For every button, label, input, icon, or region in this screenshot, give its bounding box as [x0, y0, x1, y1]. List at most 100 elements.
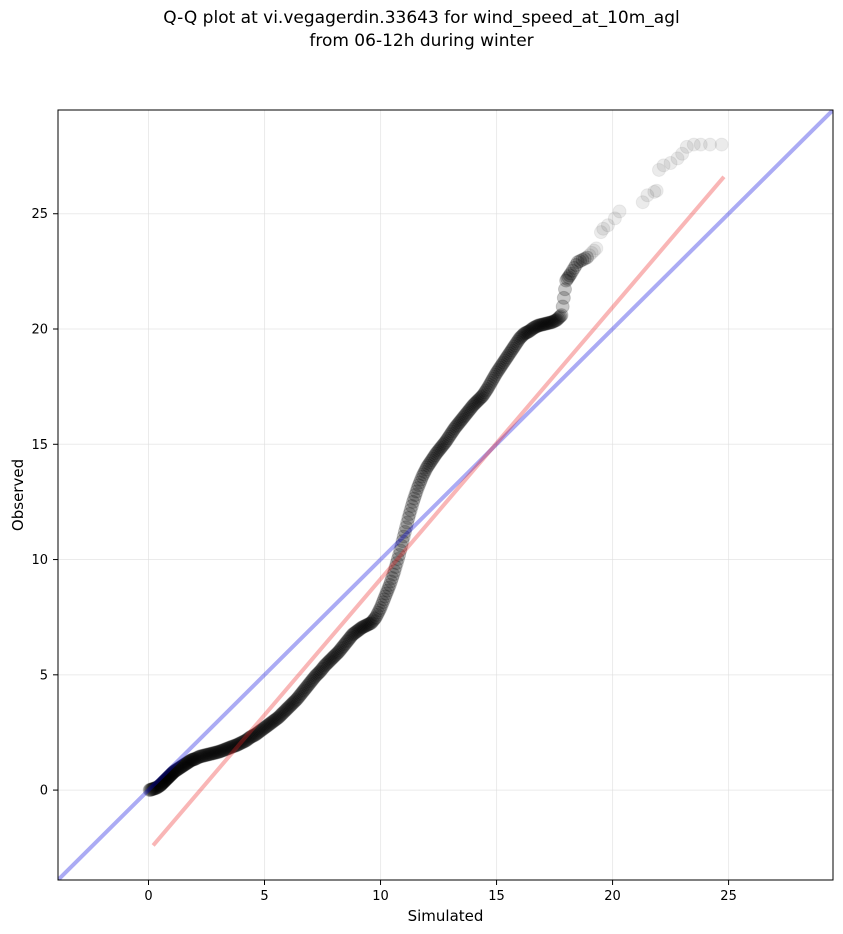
qq-point — [443, 428, 458, 443]
qq-point — [414, 472, 429, 487]
qq-point — [256, 721, 271, 736]
qq-point — [394, 538, 409, 553]
qq-point — [247, 728, 262, 743]
qq-point — [389, 556, 404, 571]
qq-point — [249, 726, 264, 741]
qq-point — [230, 737, 245, 752]
qq-point — [209, 745, 224, 760]
qq-point — [436, 437, 451, 452]
qq-point — [551, 311, 566, 326]
qq-point — [219, 742, 234, 757]
qq-point — [522, 324, 537, 339]
qq-point — [349, 624, 364, 639]
qq-point — [647, 184, 662, 199]
qq-point — [164, 767, 179, 782]
qq-point — [240, 732, 255, 747]
y-tick-label: 10 — [31, 553, 48, 568]
qq-point — [450, 418, 465, 433]
qq-point — [533, 317, 548, 332]
x-axis-label: Simulated — [408, 907, 484, 925]
qq-point — [157, 774, 172, 789]
qq-point — [305, 673, 320, 688]
x-tick-label: 10 — [372, 889, 389, 904]
qq-point — [519, 325, 534, 340]
qq-point — [354, 620, 369, 635]
qq-point — [206, 746, 221, 761]
qq-point — [675, 146, 690, 161]
qq-point — [454, 412, 469, 427]
qq-point — [537, 317, 552, 332]
qq-point — [415, 469, 430, 484]
qq-point — [279, 702, 294, 717]
qq-point — [207, 745, 222, 760]
qq-point — [444, 426, 459, 441]
qq-point — [419, 460, 434, 475]
qq-point — [194, 749, 209, 764]
qq-point — [532, 318, 547, 333]
qq-point — [455, 411, 470, 426]
qq-point — [517, 326, 532, 341]
qq-point — [161, 769, 176, 784]
qq-point — [234, 735, 249, 750]
qq-point — [403, 502, 418, 517]
qq-point — [323, 652, 338, 667]
qq-point — [170, 762, 185, 777]
qq-point — [466, 398, 481, 413]
qq-point — [238, 733, 253, 748]
qq-point — [431, 443, 446, 458]
qq-point — [402, 507, 417, 522]
qq-point — [437, 436, 452, 451]
qq-point — [205, 746, 220, 761]
qq-point — [344, 628, 359, 643]
qq-point — [193, 749, 208, 764]
qq-point — [542, 315, 557, 330]
y-tick-label: 20 — [31, 323, 48, 338]
qq-point — [258, 719, 273, 734]
qq-point — [269, 712, 284, 727]
qq-point — [213, 744, 228, 759]
qq-point — [390, 551, 405, 566]
qq-point — [263, 716, 278, 731]
qq-point — [274, 707, 289, 722]
qq-point — [408, 488, 423, 502]
qq-point — [554, 308, 569, 323]
qq-point — [159, 772, 174, 787]
qq-point — [237, 734, 252, 749]
qq-point — [199, 747, 214, 762]
qq-point — [158, 773, 173, 788]
qq-point — [512, 331, 527, 346]
qq-point — [166, 765, 181, 780]
qq-point — [151, 779, 166, 794]
qq-point — [364, 615, 379, 630]
qq-point — [383, 574, 398, 589]
qq-point — [308, 668, 323, 683]
qq-point — [524, 322, 539, 337]
qq-point — [235, 735, 250, 750]
qq-point — [540, 316, 555, 331]
qq-point — [375, 595, 390, 610]
qq-point — [356, 619, 371, 634]
qq-point — [153, 778, 168, 793]
qq-point — [556, 290, 571, 305]
qq-point — [153, 777, 168, 792]
qq-point — [372, 603, 387, 618]
qq-point — [502, 346, 517, 361]
qq-point — [280, 701, 295, 716]
qq-point — [440, 431, 455, 446]
qq-point — [352, 622, 367, 637]
qq-point — [472, 392, 487, 407]
qq-point — [649, 183, 664, 198]
qq-point — [187, 752, 202, 767]
qq-point — [714, 137, 729, 152]
qq-point — [272, 709, 287, 724]
qq-point — [233, 736, 248, 751]
qq-point — [143, 782, 158, 797]
qq-point — [174, 759, 189, 774]
qq-point — [267, 713, 282, 728]
qq-point — [271, 710, 286, 725]
qq-point — [222, 740, 237, 755]
qq-point — [292, 689, 307, 704]
qq-point — [226, 739, 241, 754]
lines-layer — [58, 110, 833, 880]
qq-point — [523, 323, 538, 338]
